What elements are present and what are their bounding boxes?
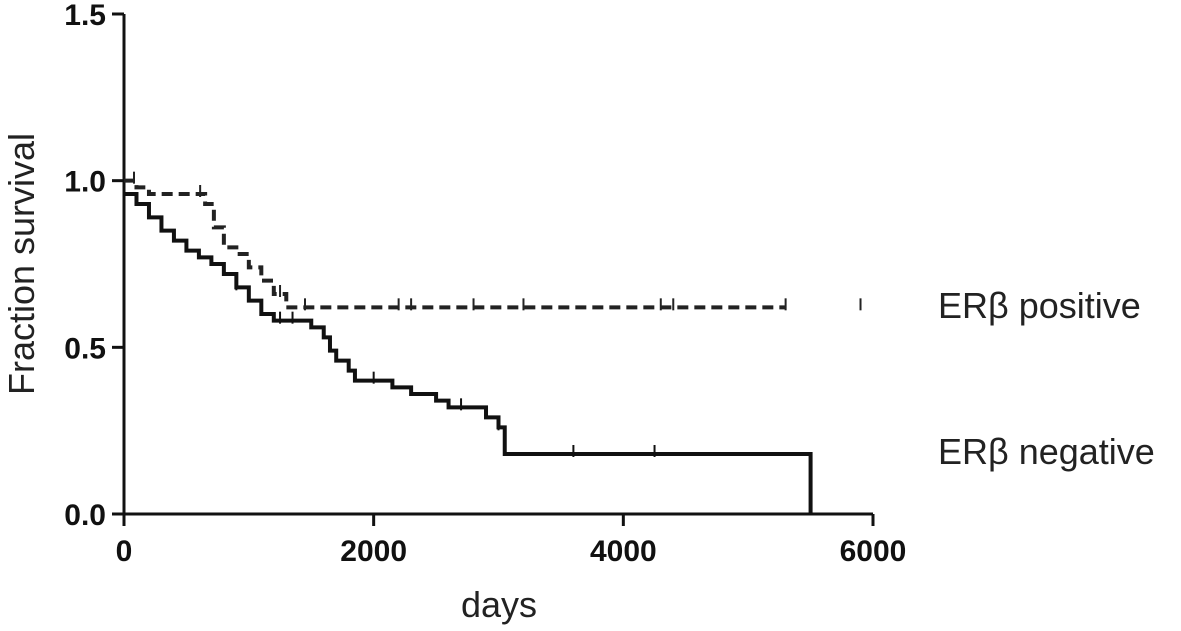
axes [122, 14, 873, 516]
y-tick-label: 1.0 [64, 166, 106, 199]
y-axis-title: Fraction survival [1, 133, 42, 395]
x-tick-label: 2000 [340, 535, 407, 568]
series-1-group [124, 192, 813, 514]
x-tick-label: 0 [116, 535, 133, 568]
series-label-erb-negative: ERβ negative [938, 431, 1155, 472]
series-label-erb-positive: ERβ positive [938, 285, 1141, 326]
series-line [124, 192, 813, 514]
series-line [124, 178, 786, 310]
y-tick-label: 1.5 [64, 0, 106, 32]
x-axis-title: days [461, 584, 537, 625]
ticks: 0 2000 4000 6000 0.0 0.5 1.0 1.5 [64, 0, 906, 568]
y-tick-label: 0.0 [64, 499, 106, 532]
x-tick-label: 6000 [840, 535, 907, 568]
series-0-group [124, 171, 862, 311]
y-tick-label: 0.5 [64, 332, 106, 365]
series-layer [124, 171, 862, 514]
x-tick-label: 4000 [590, 535, 657, 568]
